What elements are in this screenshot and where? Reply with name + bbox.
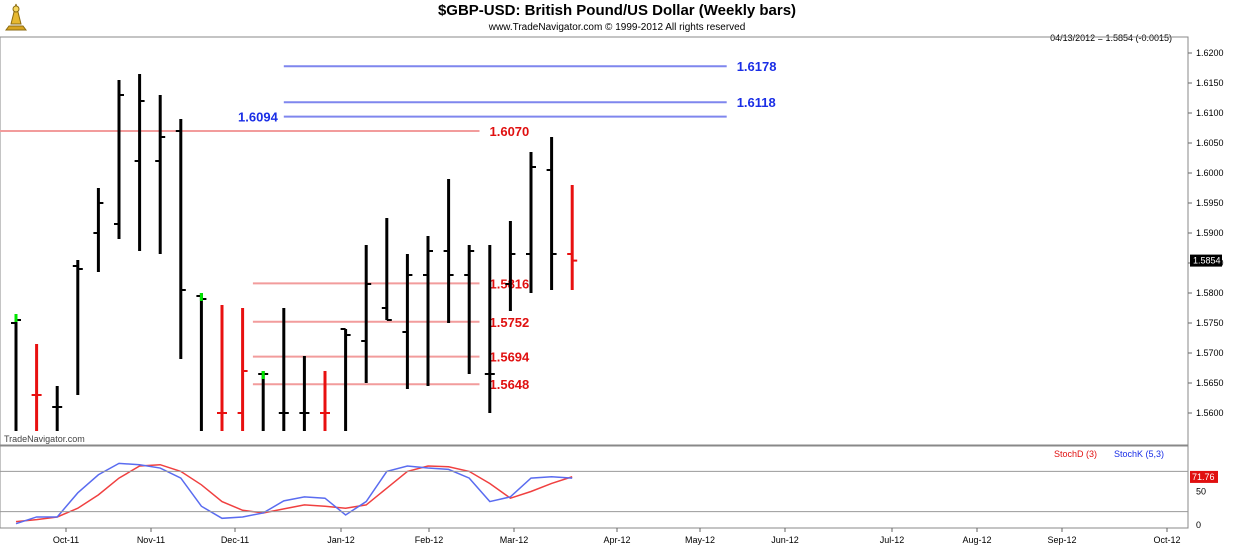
ohlc-bar bbox=[155, 95, 166, 254]
ohlc-bar bbox=[258, 371, 269, 431]
ohlc-bar bbox=[402, 254, 413, 389]
ohlc-bar bbox=[423, 236, 433, 386]
price-tick-label: 1.6100 bbox=[1196, 108, 1224, 118]
legend-stoch-d: StochD (3) bbox=[1054, 449, 1097, 459]
level-label: 1.6178 bbox=[737, 59, 777, 74]
price-tick-label: 1.5950 bbox=[1196, 198, 1224, 208]
date-tick-label: Nov-11 bbox=[137, 535, 165, 545]
stoch-last-badge bbox=[1190, 470, 1218, 483]
ohlc-bar bbox=[443, 179, 454, 323]
ohlc-bar bbox=[11, 314, 21, 431]
ohlc-bar bbox=[196, 293, 207, 431]
price-tick-label: 1.5750 bbox=[1196, 318, 1224, 328]
ohlc-bar bbox=[134, 74, 145, 251]
level-label: 1.5694 bbox=[490, 350, 531, 365]
date-tick-label: Jan-12 bbox=[327, 535, 355, 545]
ohlc-bar bbox=[175, 119, 186, 359]
ohlc-bar bbox=[52, 386, 63, 431]
ohlc-bar bbox=[505, 221, 516, 311]
legend-stoch-k: StochK (5,3) bbox=[1114, 449, 1164, 459]
price-tick-label: 1.6050 bbox=[1196, 138, 1224, 148]
stochastic-panel bbox=[0, 445, 1189, 529]
stoch-tick-label: 50 bbox=[1196, 487, 1206, 497]
ohlc-bar bbox=[546, 137, 557, 290]
price-tick-label: 1.5700 bbox=[1196, 348, 1224, 358]
stoch-last-label: 71.76 bbox=[1192, 472, 1215, 482]
chart-copyright: www.TradeNavigator.com © 1999-2012 All r… bbox=[488, 22, 746, 33]
ohlc-bar bbox=[567, 185, 578, 290]
level-label: 1.5648 bbox=[490, 377, 530, 392]
date-tick-label: Sep-12 bbox=[1047, 535, 1076, 545]
date-tick-label: May-12 bbox=[685, 535, 715, 545]
ohlc-bar bbox=[464, 245, 475, 374]
ohlc-bar bbox=[72, 260, 83, 395]
ohlc-bar bbox=[526, 152, 536, 293]
date-tick-label: Oct-11 bbox=[53, 535, 79, 545]
ohlc-bar bbox=[299, 356, 310, 431]
date-tick-label: Mar-12 bbox=[500, 535, 529, 545]
stoch-d-line bbox=[15, 463, 573, 523]
ohlc-bar bbox=[340, 328, 351, 431]
ohlc-bar bbox=[320, 371, 330, 431]
ohlc-bar bbox=[237, 308, 248, 431]
date-tick-label: Jun-12 bbox=[771, 535, 799, 545]
price-axis: 1.6200 1.6150 1.6100 1.6050 1.6000 1.5950 1.59… bbox=[1188, 48, 1224, 418]
price-tick-label: 1.6000 bbox=[1196, 168, 1224, 178]
date-tick-label: Dec-11 bbox=[221, 535, 249, 545]
stoch-tick-label: 0 bbox=[1196, 520, 1201, 530]
level-label: 1.6118 bbox=[737, 95, 776, 110]
stoch-k-line bbox=[15, 462, 573, 525]
date-tick-label: Aug-12 bbox=[962, 535, 991, 545]
date-tick-label: Apr-12 bbox=[603, 535, 630, 545]
level-label: 1.5752 bbox=[490, 315, 530, 330]
price-tick-label: 1.6200 bbox=[1196, 48, 1224, 58]
ohlc-bar bbox=[114, 80, 124, 239]
ohlc-bar bbox=[361, 245, 372, 383]
ohlc-bar bbox=[278, 308, 289, 431]
ohlc-bars bbox=[11, 74, 578, 431]
ohlc-bar bbox=[31, 344, 42, 431]
level-label: 1.6094 bbox=[238, 110, 279, 125]
stochastic-lines bbox=[15, 462, 573, 525]
stochastic-axis: 50 0 71.76 bbox=[0, 470, 1218, 530]
price-tick-label: 1.5900 bbox=[1196, 228, 1224, 238]
date-axis: Oct-11 Nov-11 Dec-11 Jan-12 Feb-12 Mar-12 Apr-… bbox=[53, 528, 1181, 545]
trade-navigator-logo bbox=[5, 3, 27, 31]
ohlc-bar bbox=[381, 218, 392, 321]
price-tick-label: 1.5800 bbox=[1196, 288, 1224, 298]
ohlc-bar bbox=[217, 305, 227, 431]
last-price-info: 04/13/2012 = 1.5854 (-0.0015) bbox=[1050, 33, 1172, 43]
date-tick-label: Jul-12 bbox=[880, 535, 905, 545]
price-tick-label: 1.6150 bbox=[1196, 78, 1224, 88]
price-tick-label: 1.5600 bbox=[1196, 408, 1224, 418]
date-tick-label: Oct-12 bbox=[1153, 535, 1180, 545]
price-tick-label: 1.5650 bbox=[1196, 378, 1224, 388]
last-price-badge bbox=[1190, 254, 1222, 267]
ohlc-bar bbox=[484, 245, 495, 413]
chart-title: $GBP-USD: British Pound/US Dollar (Weekl… bbox=[438, 2, 796, 19]
watermark: TradeNavigator.com bbox=[4, 434, 85, 444]
date-tick-label: Feb-12 bbox=[415, 535, 444, 545]
price-panel bbox=[0, 36, 1189, 446]
ohlc-bar bbox=[93, 188, 104, 272]
last-price-label: 1.5854 bbox=[1193, 256, 1221, 266]
level-label: 1.6070 bbox=[490, 124, 530, 139]
